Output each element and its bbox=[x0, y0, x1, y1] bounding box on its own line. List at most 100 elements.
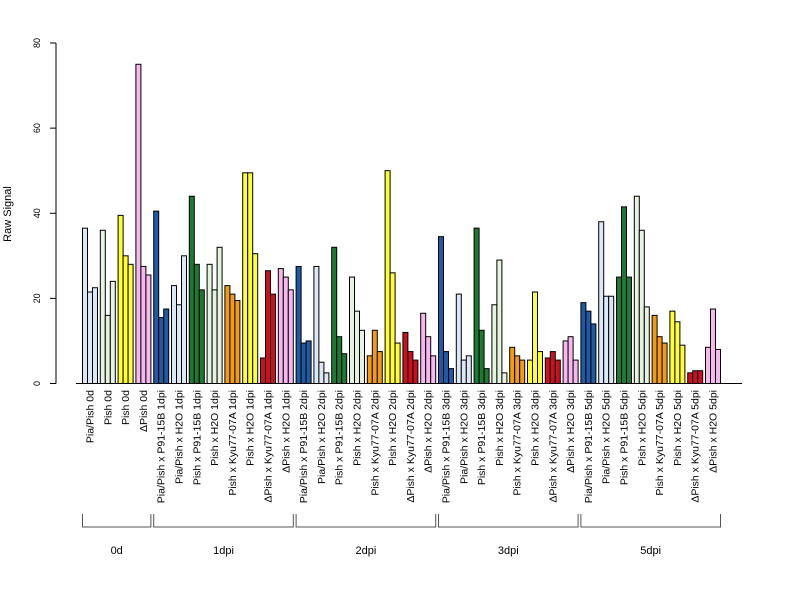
bar bbox=[366, 355, 373, 385]
bar bbox=[554, 359, 561, 385]
bar bbox=[211, 289, 218, 384]
bar bbox=[224, 285, 231, 385]
bar bbox=[188, 195, 195, 384]
bar bbox=[669, 310, 676, 384]
bar bbox=[633, 195, 640, 384]
x-tick-label: Pia/Pish x H2O 5dpi bbox=[601, 390, 613, 484]
group-label: 0d bbox=[111, 545, 123, 557]
group-bracket bbox=[82, 514, 152, 528]
bar bbox=[171, 285, 177, 385]
bar bbox=[674, 321, 681, 384]
bar bbox=[234, 300, 241, 384]
bar bbox=[519, 359, 526, 385]
y-tick-label: 80 bbox=[32, 38, 42, 48]
bar bbox=[661, 342, 668, 384]
bar bbox=[621, 206, 627, 384]
bar bbox=[193, 263, 200, 385]
group-brackets: 0d 1dpi 2dpi 3dpi 5dpi bbox=[82, 514, 721, 557]
y-axis: 0 20 40 60 80 bbox=[32, 38, 57, 386]
x-tick-label: Pish x H2O 1dpi bbox=[209, 390, 221, 466]
bar bbox=[491, 304, 498, 384]
x-tick-label: Pia/Pish x P91-15B 2dpi bbox=[298, 390, 310, 503]
x-tick-label: Pia/Pish x H2O 1dpi bbox=[174, 390, 186, 484]
bar bbox=[287, 289, 294, 384]
bar bbox=[425, 336, 432, 384]
bar bbox=[336, 336, 343, 384]
bar bbox=[371, 329, 378, 384]
bar bbox=[514, 355, 521, 385]
bar bbox=[140, 265, 147, 384]
y-tick-label: 0 bbox=[32, 381, 42, 386]
bar bbox=[532, 291, 538, 385]
bar bbox=[282, 276, 289, 384]
bar bbox=[247, 172, 254, 384]
bar bbox=[572, 359, 579, 385]
x-tick-label: Pish x H2O 2dpi bbox=[352, 390, 364, 466]
x-tick-label: Pia/Pish x H2O 2dpi bbox=[316, 390, 328, 484]
bar bbox=[420, 312, 427, 385]
bar bbox=[697, 370, 704, 385]
group-label: 3dpi bbox=[498, 545, 519, 557]
bar bbox=[153, 210, 160, 384]
bar bbox=[122, 255, 129, 384]
y-tick-label: 20 bbox=[32, 293, 42, 303]
bar bbox=[349, 276, 355, 384]
x-tick-label: Pia/Pish x H2O 3dpi bbox=[458, 390, 470, 484]
bar bbox=[562, 340, 569, 384]
bar bbox=[402, 331, 409, 384]
y-tick-label: 40 bbox=[32, 208, 42, 218]
bars bbox=[82, 63, 721, 385]
x-tick-label: Pish x H2O 3dpi bbox=[530, 390, 542, 466]
x-axis-labels: Pia/Pish 0d Pish 0d Pish 0d ΔPish 0d Pia/Pis… bbox=[85, 390, 720, 503]
bar bbox=[99, 229, 106, 384]
x-tick-label: Pia/Pish x P91-15B 5dpi bbox=[583, 390, 595, 503]
bar bbox=[580, 302, 587, 385]
bar bbox=[626, 276, 632, 384]
bar bbox=[651, 314, 658, 384]
bar bbox=[460, 359, 467, 385]
bar bbox=[438, 236, 444, 384]
group-bracket bbox=[295, 514, 437, 528]
x-tick-label: ΔPish x H2O 5dpi bbox=[708, 390, 720, 473]
bar bbox=[585, 310, 592, 384]
bar bbox=[407, 351, 414, 384]
bar bbox=[145, 274, 152, 385]
bar bbox=[229, 293, 236, 384]
bar bbox=[277, 268, 284, 384]
bar bbox=[483, 368, 490, 384]
group-label: 5dpi bbox=[640, 545, 661, 557]
bar bbox=[643, 306, 650, 385]
bar bbox=[465, 355, 472, 385]
bar bbox=[354, 310, 360, 384]
x-tick-label: Pia/Pish 0d bbox=[85, 390, 97, 443]
bar bbox=[687, 372, 694, 384]
x-tick-label: Pish 0d bbox=[102, 390, 114, 425]
bar bbox=[198, 289, 205, 384]
x-tick-label: Pish x P91-15B 2dpi bbox=[334, 390, 346, 485]
bar bbox=[181, 255, 187, 384]
y-tick-label: 60 bbox=[32, 123, 42, 133]
x-tick-label: Pish x P91-15B 5dpi bbox=[619, 390, 631, 485]
bar bbox=[376, 351, 383, 384]
x-tick-label: Pish x Kyu77-07A 1dpi bbox=[227, 390, 239, 496]
bar bbox=[608, 295, 615, 385]
bar bbox=[496, 259, 503, 385]
x-tick-label: Pish x H2O 5dpi bbox=[636, 390, 648, 466]
group-label: 2dpi bbox=[356, 545, 377, 557]
bar bbox=[127, 263, 134, 385]
bar bbox=[270, 293, 276, 384]
bar bbox=[527, 359, 533, 385]
bar bbox=[430, 355, 437, 385]
bar bbox=[82, 227, 88, 384]
bar bbox=[104, 314, 111, 384]
bar bbox=[549, 351, 556, 384]
bar bbox=[117, 214, 124, 384]
bar bbox=[295, 265, 302, 384]
x-tick-label: ΔPish 0d bbox=[138, 390, 150, 432]
bar bbox=[92, 287, 98, 384]
bar bbox=[448, 368, 454, 384]
bar bbox=[679, 344, 686, 385]
x-tick-label: ΔPish x Kyu77-07A 3dpi bbox=[547, 390, 559, 503]
x-tick-label: Pish 0d bbox=[120, 390, 132, 425]
x-tick-label: Pish x P91-15B 1dpi bbox=[191, 390, 203, 485]
